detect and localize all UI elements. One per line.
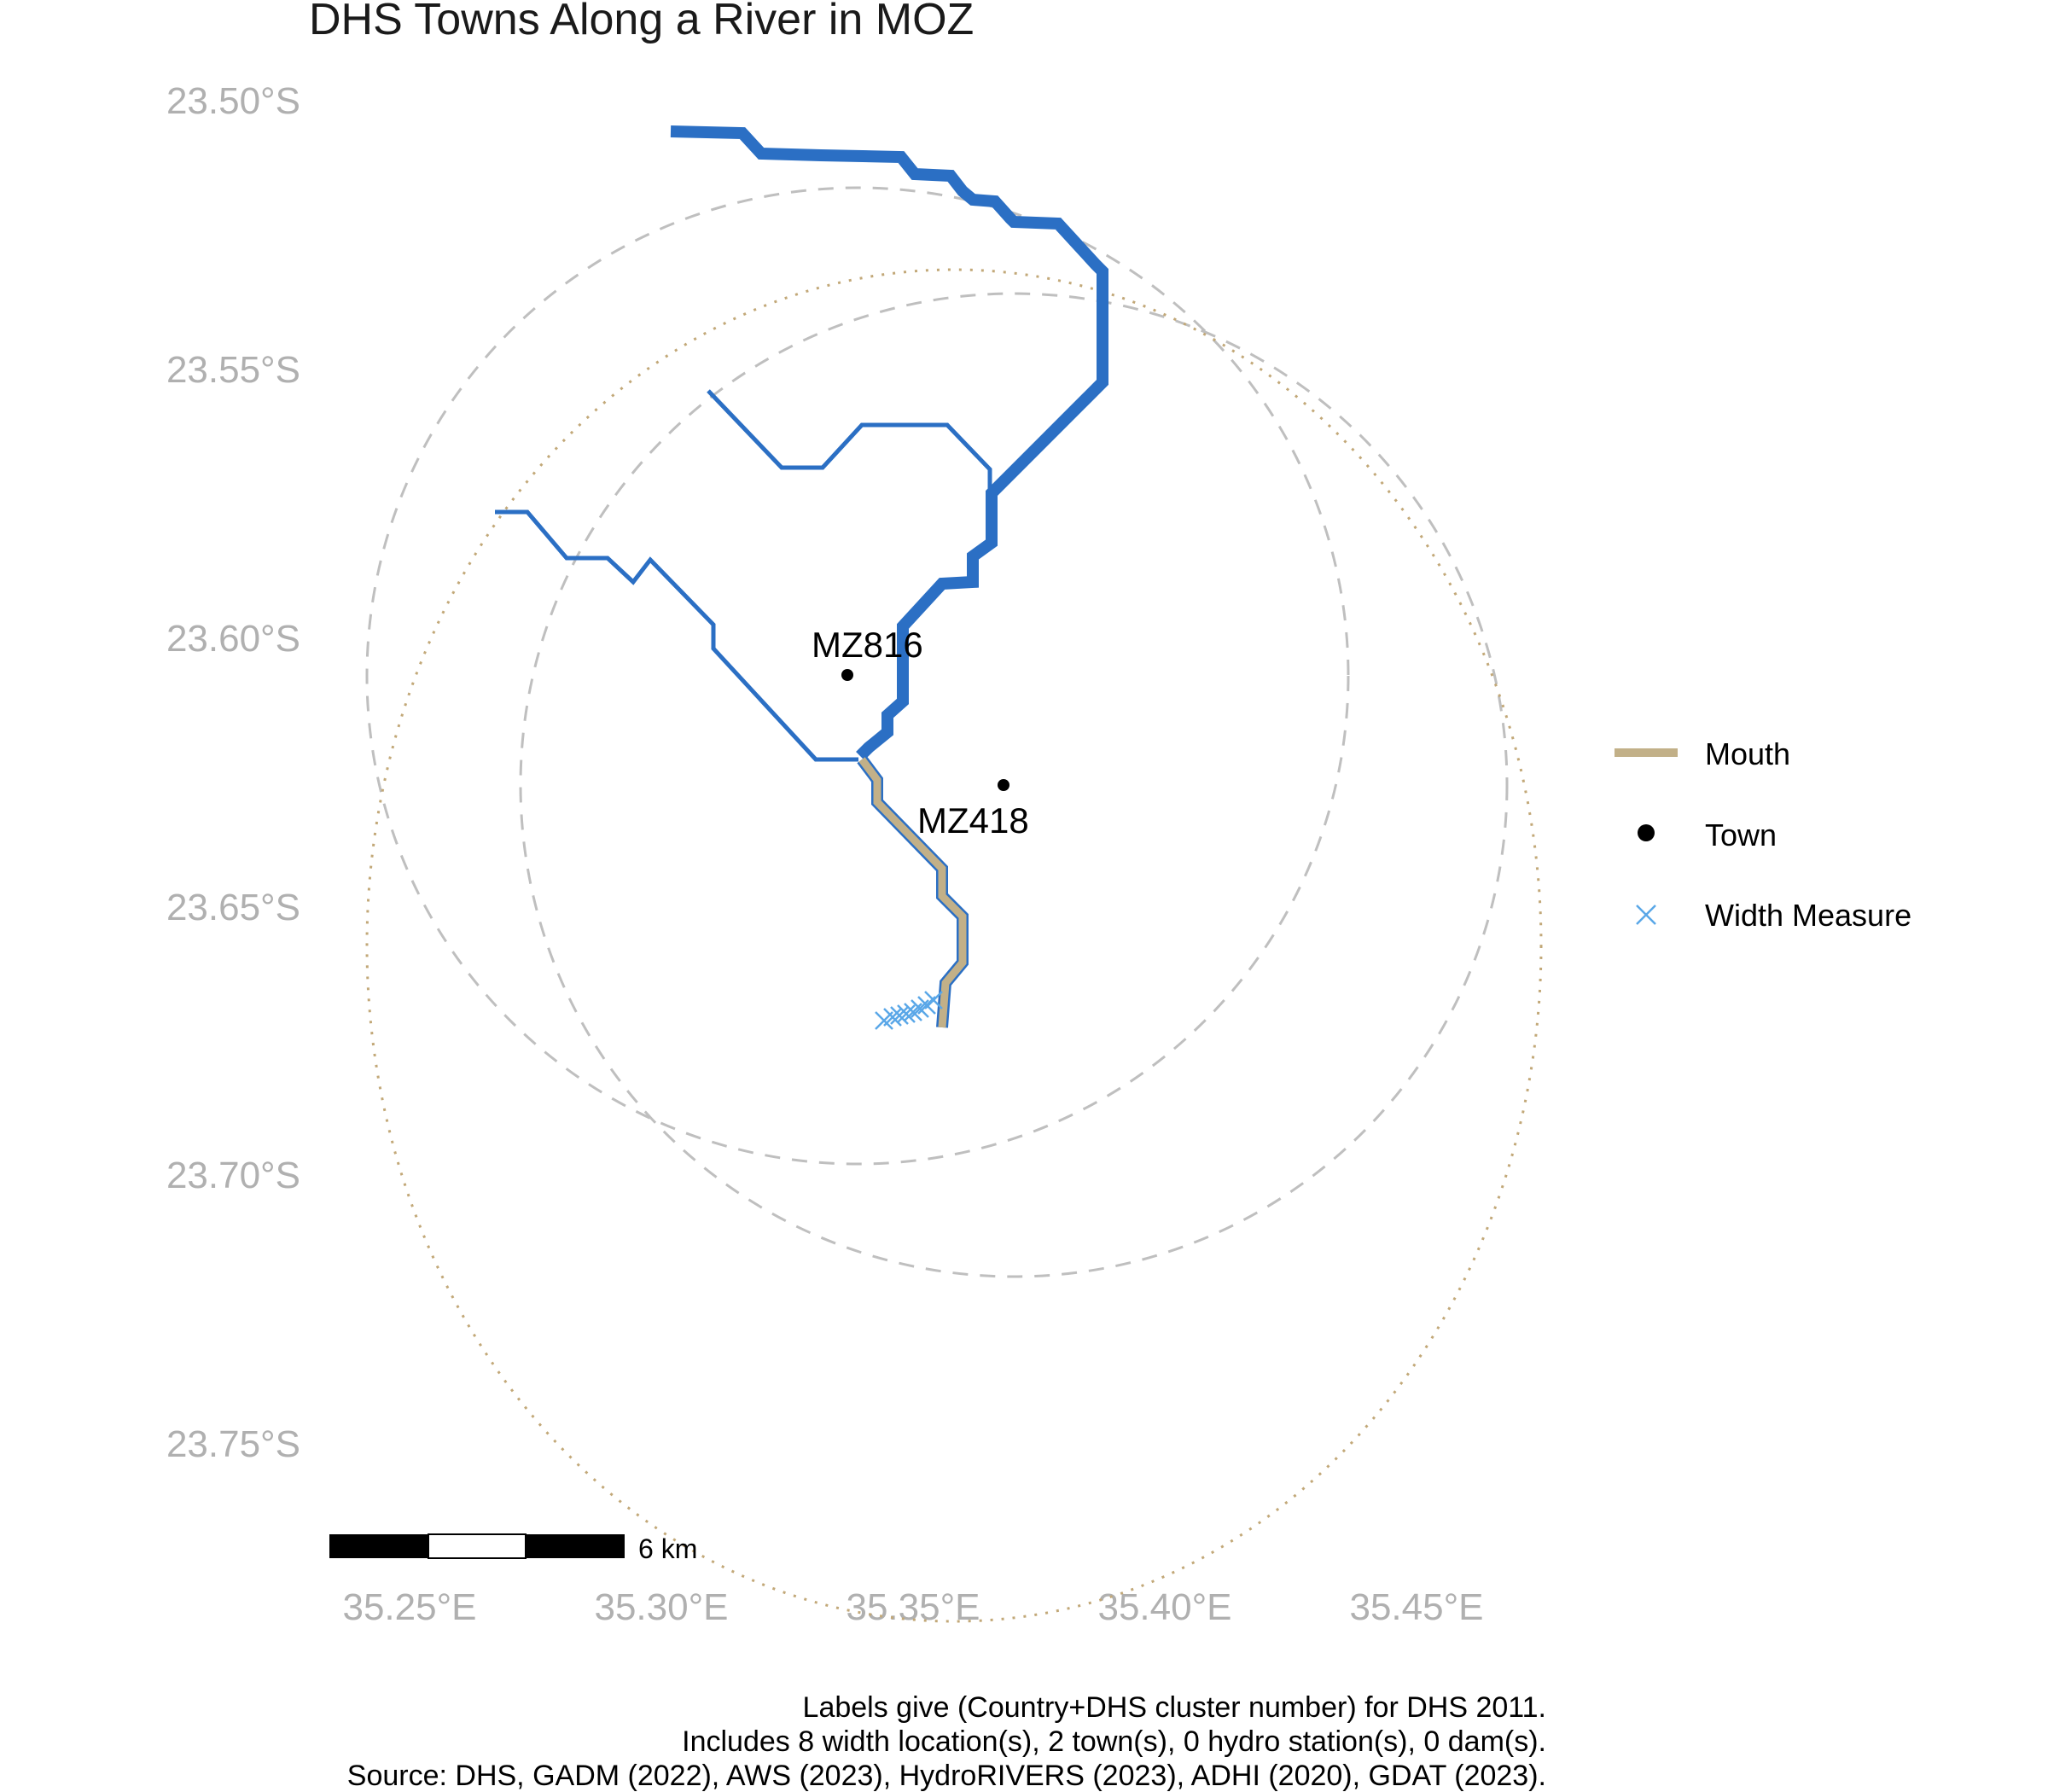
buffer-circle-mouth	[365, 268, 1543, 1623]
town-buffers	[365, 186, 1543, 1623]
y-tick-label: 23.50°S	[166, 80, 300, 122]
caption: Labels give (Country+DHS cluster number)…	[347, 1691, 1546, 1792]
legend-town-swatch	[1638, 824, 1655, 841]
y-axis: 23.50°S 23.55°S 23.60°S 23.65°S 23.70°S …	[166, 80, 300, 1465]
town-point-mz418	[998, 779, 1009, 791]
y-tick-label: 23.55°S	[166, 349, 300, 391]
x-tick-label: 35.35°E	[846, 1586, 980, 1628]
y-tick-label: 23.70°S	[166, 1155, 300, 1196]
towns: MZ816 MZ418	[812, 625, 1029, 841]
x-tick-label: 35.45°E	[1349, 1586, 1483, 1628]
buffer-circle-mz418	[519, 292, 1509, 1278]
x-axis: 35.25°E 35.30°E 35.35°E 35.40°E 35.45°E	[342, 1586, 1483, 1628]
scale-bar-segment	[329, 1534, 428, 1558]
mouth-segment	[857, 755, 969, 1028]
town-point-mz816	[841, 669, 853, 681]
y-tick-label: 23.65°S	[166, 887, 300, 928]
tributary-west	[495, 509, 858, 762]
legend-town-label: Town	[1705, 817, 1777, 852]
scale-bar: 6 km	[329, 1533, 697, 1564]
scale-bar-segment	[428, 1533, 527, 1559]
x-tick-label: 35.40°E	[1097, 1586, 1231, 1628]
buffer-circle-mz816	[365, 186, 1350, 1166]
scale-bar-segment	[526, 1534, 625, 1558]
y-tick-label: 23.60°S	[166, 618, 300, 660]
legend-width-measure-label: Width Measure	[1705, 898, 1911, 933]
width-measure-icon	[897, 1004, 916, 1023]
caption-line: Source: DHS, GADM (2022), AWS (2023), Hy…	[347, 1760, 1546, 1792]
river-network	[495, 125, 1108, 762]
legend-width-measure-icon	[1636, 905, 1656, 925]
width-measure-markers	[875, 991, 943, 1030]
caption-line: Includes 8 width location(s), 2 town(s),…	[682, 1725, 1546, 1758]
x-tick-label: 35.25°E	[342, 1586, 476, 1628]
town-label-mz816: MZ816	[812, 625, 923, 665]
map-title: DHS Towns Along a River in MOZ	[309, 0, 974, 44]
mouth-line	[858, 757, 967, 1028]
legend: Mouth Town Width Measure	[1615, 736, 1911, 933]
legend-mouth-label: Mouth	[1705, 736, 1790, 771]
caption-line: Labels give (Country+DHS cluster number)…	[803, 1691, 1546, 1724]
scale-bar-label: 6 km	[638, 1533, 697, 1564]
main-river-upper	[670, 125, 1108, 760]
width-measure-icon	[924, 991, 943, 1009]
town-label-mz418: MZ418	[917, 800, 1029, 841]
x-tick-label: 35.30°E	[594, 1586, 728, 1628]
y-tick-label: 23.75°S	[166, 1423, 300, 1465]
tributary-north	[707, 389, 992, 493]
